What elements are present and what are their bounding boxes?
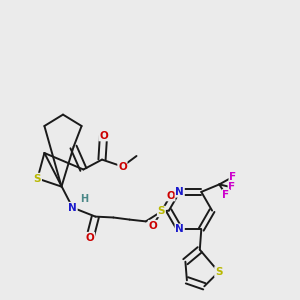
Text: H: H [80,194,89,205]
Text: F: F [228,182,236,192]
Text: N: N [68,202,77,213]
Text: S: S [158,206,165,217]
Text: F: F [222,190,230,200]
Text: O: O [85,232,94,243]
Text: O: O [148,220,158,231]
Text: S: S [215,267,223,277]
Text: N: N [175,187,184,197]
Text: O: O [166,190,175,201]
Text: S: S [34,173,41,184]
Text: O: O [118,161,127,172]
Text: O: O [99,130,108,141]
Text: F: F [229,172,236,182]
Text: N: N [175,224,184,234]
